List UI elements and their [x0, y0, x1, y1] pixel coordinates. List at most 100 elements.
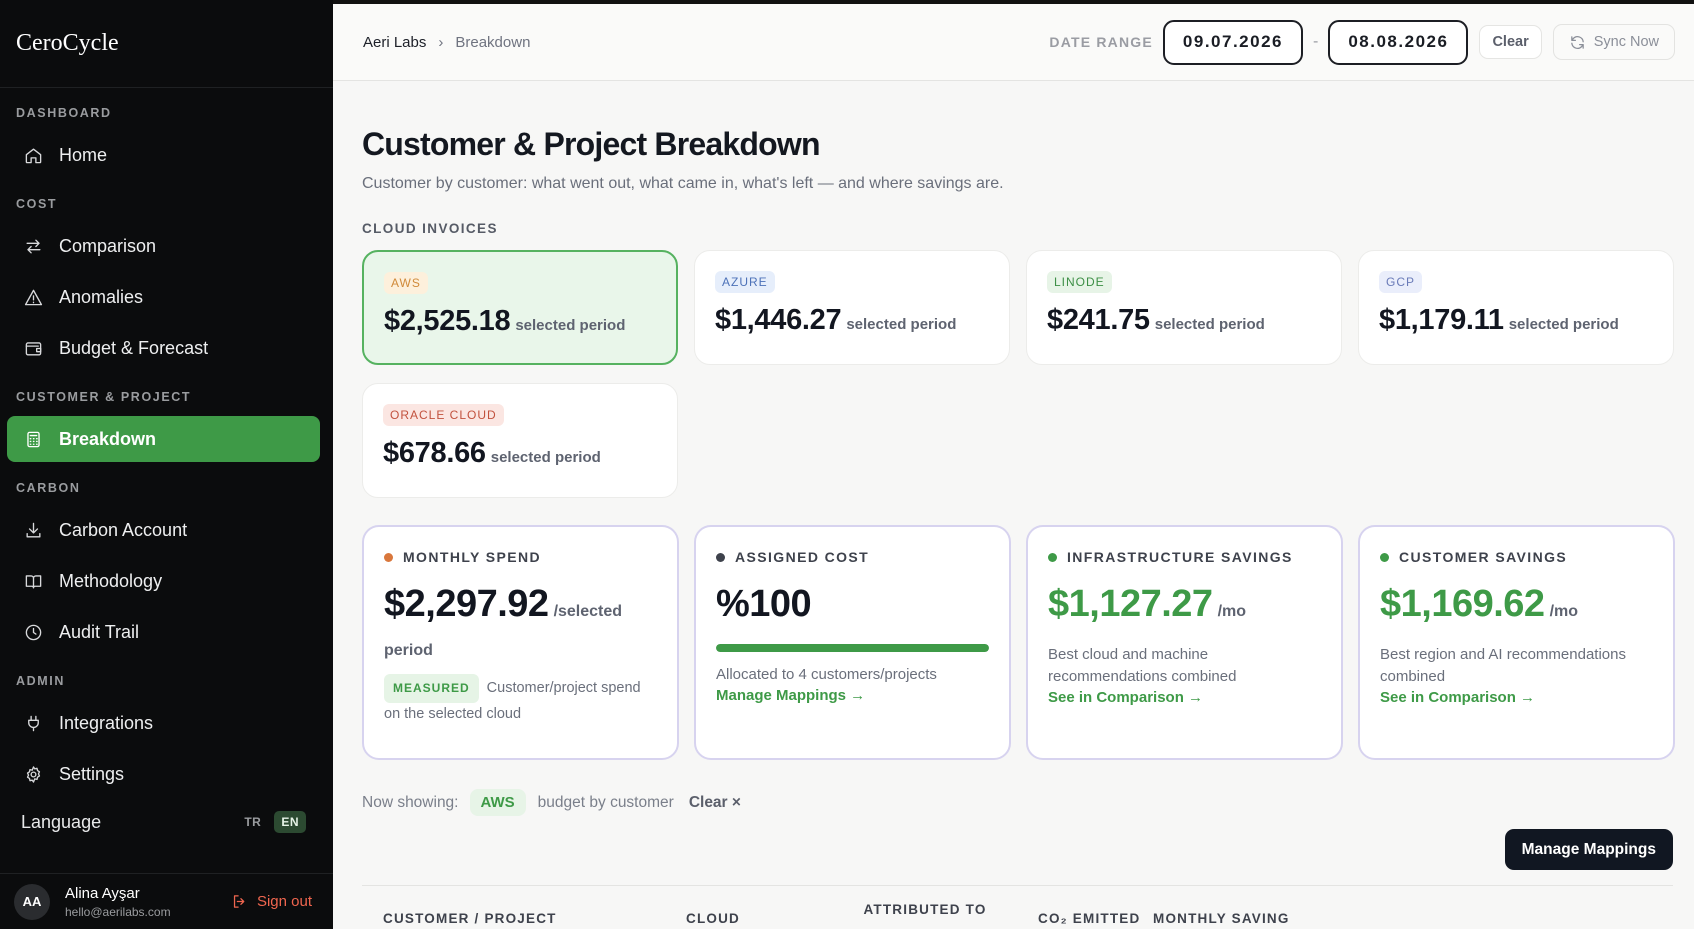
kpi-header: ASSIGNED COST — [716, 549, 989, 565]
manage-mappings-button[interactable]: Manage Mappings — [1504, 829, 1673, 870]
invoice-amount-row: $2,525.18 selected period — [384, 305, 656, 338]
date-to-input[interactable]: 08.08.2026 — [1328, 19, 1469, 65]
sidebar-item-label: Home — [59, 144, 108, 165]
kpi-value: %100 — [716, 583, 812, 625]
provider-badge: AWS — [384, 272, 428, 294]
nav-section-dashboard: DASHBOARD Home — [0, 104, 333, 178]
clock-icon — [23, 622, 43, 642]
kpi-title: INFRASTRUCTURE SAVINGS — [1067, 549, 1293, 565]
nav-section-customer-project: CUSTOMER & PROJECT Breakdown — [0, 388, 333, 462]
avatar[interactable]: AA — [14, 883, 50, 920]
sidebar-item-audit-trail[interactable]: Audit Trail — [7, 609, 320, 655]
kpi-card-monthly-spend: MONTHLY SPEND $2,297.92 /selected period… — [362, 525, 679, 760]
kpi-header: CUSTOMER SAVINGS — [1380, 549, 1653, 565]
kpi-value-row: $2,297.92 /selected — [384, 583, 657, 626]
sign-out-label: Sign out — [256, 893, 312, 910]
cloud-invoices-label: CLOUD INVOICES — [362, 221, 498, 236]
date-range-label: DATE RANGE — [1049, 34, 1153, 50]
chevron-right-icon: › — [438, 33, 444, 51]
sidebar-item-carbon-account[interactable]: Carbon Account — [7, 507, 320, 553]
invoice-card-oracle-cloud[interactable]: ORACLE CLOUD $678.66 selected period — [362, 383, 678, 498]
kpi-unit-continued: period — [384, 642, 433, 659]
kpi-unit: /mo — [1217, 603, 1247, 620]
invoice-period: selected period — [1508, 316, 1619, 333]
kpi-unit: /mo — [1549, 603, 1579, 620]
status-dot — [1380, 552, 1389, 562]
nav-section-title: ADMIN — [16, 674, 65, 688]
nav-section-title: DASHBOARD — [16, 106, 112, 120]
kpi-card-assigned-cost: ASSIGNED COST %100 Allocated to 4 custom… — [694, 525, 1011, 760]
breadcrumb: Aeri Labs › Breakdown — [363, 34, 530, 51]
sidebar-item-label: Integrations — [59, 712, 154, 733]
provider-badge: GCP — [1379, 271, 1423, 293]
sign-out-button[interactable]: Sign out — [231, 893, 312, 910]
kpi-card-infrastructure-savings: INFRASTRUCTURE SAVINGS $1,127.27 /mo Bes… — [1026, 525, 1343, 760]
clear-filter-button[interactable]: Clear × — [688, 793, 741, 811]
kpi-unit: /selected — [553, 603, 623, 620]
page-subtitle: Customer by customer: what went out, wha… — [362, 175, 1004, 192]
language-option-tr[interactable]: TR — [244, 815, 262, 829]
invoice-period: selected period — [490, 449, 601, 466]
sidebar-item-home[interactable]: Home — [7, 132, 320, 178]
column-header-customer-project[interactable]: CUSTOMER / PROJECT — [383, 911, 557, 926]
sidebar-item-label: Breakdown — [59, 428, 157, 449]
arrows-swap-icon — [23, 236, 43, 256]
table-divider — [362, 885, 1673, 886]
invoice-period: selected period — [515, 317, 626, 334]
sidebar-item-anomalies[interactable]: Anomalies — [7, 274, 320, 320]
calculator-icon — [23, 429, 43, 449]
filter-chip-aws[interactable]: AWS — [469, 789, 526, 816]
brand-logo[interactable]: CeroCycle — [0, 0, 333, 88]
nav-section-title: CUSTOMER & PROJECT — [16, 390, 192, 404]
breadcrumb-item-org[interactable]: Aeri Labs — [363, 33, 427, 51]
see-in-comparison-link[interactable]: See in Comparison → — [1380, 689, 1536, 706]
kpi-description-text: Customer/project spend on the selected c… — [384, 680, 641, 722]
clear-date-button[interactable]: Clear — [1479, 25, 1542, 59]
invoice-amount: $241.75 — [1047, 304, 1150, 336]
sync-now-button[interactable]: Sync Now — [1552, 24, 1675, 60]
sidebar: CeroCycle DASHBOARD Home COST Comparison… — [0, 0, 333, 929]
gear-icon — [23, 764, 43, 784]
invoice-card-azure[interactable]: AZURE $1,446.27 selected period — [694, 250, 1010, 365]
invoice-amount: $678.66 — [383, 437, 486, 469]
manage-mappings-link[interactable]: Manage Mappings → — [716, 687, 866, 704]
top-bar: Aeri Labs › Breakdown DATE RANGE 09.07.2… — [333, 0, 1694, 81]
sidebar-item-label: Settings — [59, 763, 125, 784]
allocation-progress-bar — [716, 644, 989, 652]
invoice-card-linode[interactable]: LINODE $241.75 selected period — [1026, 250, 1342, 365]
invoice-period: selected period — [1154, 316, 1265, 333]
column-header-co2[interactable]: CO₂ EMITTED — [1038, 911, 1141, 926]
sidebar-item-settings[interactable]: Settings — [7, 751, 320, 797]
kpi-description: Allocated to 4 customers/projects — [716, 666, 937, 683]
provider-badge: ORACLE CLOUD — [383, 404, 504, 426]
column-header-attributed[interactable]: ATTRIBUTED TO CUSTOMER — [863, 902, 987, 920]
kpi-title: ASSIGNED COST — [735, 549, 870, 565]
sidebar-item-label: Anomalies — [59, 286, 144, 307]
column-header-cloud[interactable]: CLOUD — [686, 911, 740, 926]
sidebar-item-comparison[interactable]: Comparison — [7, 223, 320, 269]
status-dot — [1048, 552, 1057, 562]
main-content: Customer & Project Breakdown Customer by… — [333, 81, 1694, 929]
warning-triangle-icon — [23, 287, 43, 307]
date-from-input[interactable]: 09.07.2026 — [1162, 19, 1304, 65]
refresh-icon — [1570, 35, 1584, 49]
sidebar-item-methodology[interactable]: Methodology — [7, 558, 320, 604]
see-in-comparison-link[interactable]: See in Comparison → — [1048, 689, 1204, 706]
column-header-monthly-saving[interactable]: MONTHLY SAVING — [1153, 911, 1290, 926]
sidebar-item-integrations[interactable]: Integrations — [7, 700, 320, 746]
invoice-card-gcp[interactable]: GCP $1,179.11 selected period — [1358, 250, 1674, 365]
sidebar-item-label: Carbon Account — [59, 519, 188, 540]
kpi-card-customer-savings: CUSTOMER SAVINGS $1,169.62 /mo Best regi… — [1358, 525, 1675, 760]
kpi-value-row: $1,169.62 /mo — [1380, 583, 1653, 626]
kpi-value: $1,127.27 — [1048, 583, 1213, 625]
book-icon — [23, 571, 43, 591]
sidebar-item-breakdown[interactable]: Breakdown — [7, 416, 320, 462]
language-label: Language — [21, 811, 102, 832]
kpi-header: INFRASTRUCTURE SAVINGS — [1048, 549, 1321, 565]
status-dot — [384, 552, 393, 562]
language-option-en[interactable]: EN — [274, 811, 306, 833]
invoice-card-aws[interactable]: AWS $2,525.18 selected period — [362, 250, 678, 365]
invoice-amount: $2,525.18 — [384, 305, 511, 337]
invoice-amount-row: $678.66 selected period — [383, 437, 657, 470]
sidebar-item-budget-forecast[interactable]: Budget & Forecast — [7, 325, 320, 371]
